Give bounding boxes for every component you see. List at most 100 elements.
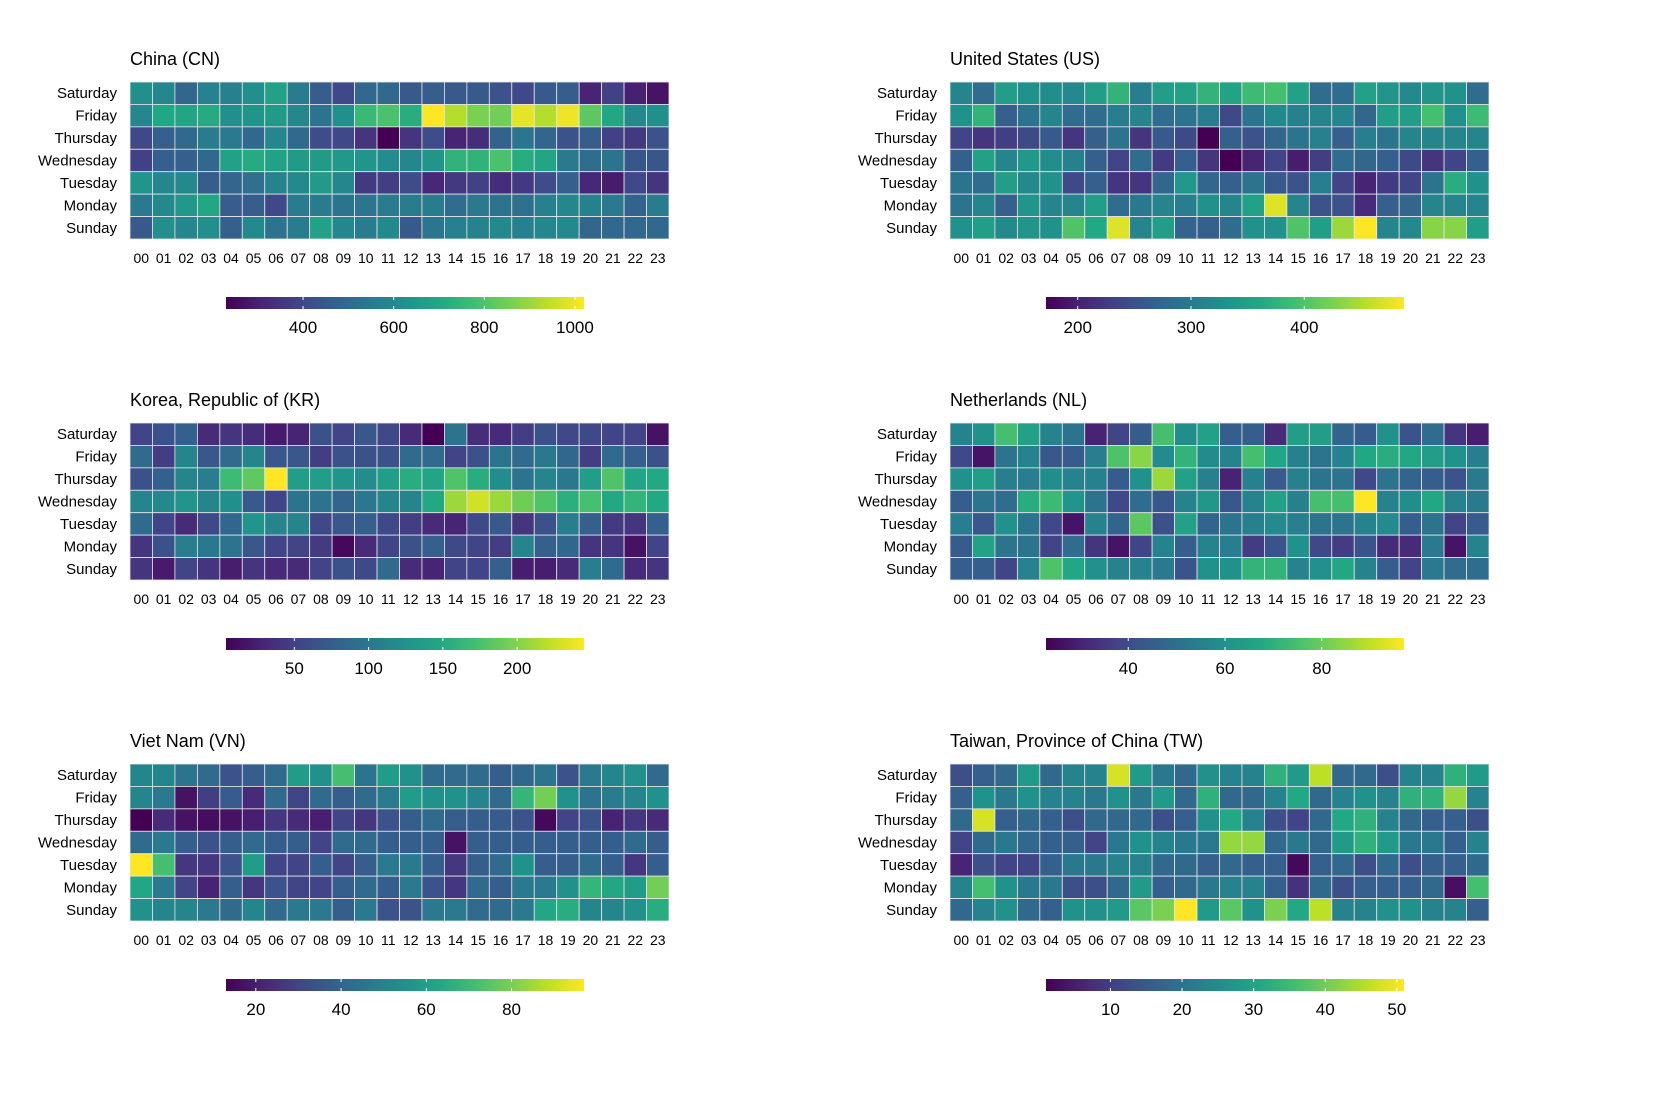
x-tick-label: 06 bbox=[268, 932, 284, 948]
heatmap-cell bbox=[1039, 557, 1063, 581]
heatmap-cell bbox=[399, 216, 423, 240]
heatmap-cell bbox=[466, 786, 490, 810]
heatmap-cell bbox=[1264, 216, 1288, 240]
x-tick-label: 21 bbox=[1425, 932, 1441, 948]
colorbar-tick-label: 400 bbox=[1290, 318, 1318, 337]
x-tick-label: 07 bbox=[1111, 932, 1127, 948]
heatmap-cell bbox=[152, 467, 176, 491]
colorbar-tick-label: 1000 bbox=[556, 318, 594, 337]
heatmap-cell bbox=[219, 853, 243, 877]
heatmap-cell bbox=[1241, 763, 1265, 787]
x-tick-label: 20 bbox=[1403, 591, 1419, 607]
heatmap-cell bbox=[511, 853, 535, 877]
heatmap-cell bbox=[1286, 808, 1310, 832]
heatmap-cell bbox=[466, 148, 490, 173]
heatmap-cell bbox=[556, 853, 580, 877]
heatmap-cell bbox=[1443, 534, 1467, 558]
y-tick-label: Tuesday bbox=[60, 516, 117, 533]
heatmap-cell bbox=[1129, 786, 1153, 810]
heatmap-cell bbox=[1084, 104, 1108, 128]
heatmap-cell bbox=[994, 104, 1018, 128]
x-tick-label: 01 bbox=[156, 250, 172, 266]
y-tick-label: Saturday bbox=[877, 426, 938, 443]
heatmap-cell bbox=[1398, 216, 1423, 240]
x-tick-label: 09 bbox=[336, 932, 352, 948]
heatmap-cell bbox=[1174, 193, 1198, 217]
heatmap-cell bbox=[331, 104, 355, 128]
heatmap-cell bbox=[219, 216, 243, 240]
x-tick-label: 17 bbox=[515, 591, 531, 607]
heatmap-cell bbox=[1196, 853, 1220, 877]
heatmap-cell bbox=[129, 216, 153, 240]
x-tick-label: 20 bbox=[583, 591, 599, 607]
heatmap-cell bbox=[152, 489, 176, 514]
heatmap-cell bbox=[1286, 534, 1310, 558]
heatmap-cell bbox=[129, 808, 153, 832]
y-tick-label: Friday bbox=[75, 790, 117, 807]
heatmap-cell bbox=[309, 422, 333, 446]
heatmap-cell bbox=[1421, 898, 1445, 922]
heatmap-cell bbox=[174, 786, 198, 810]
heatmap-cell bbox=[1151, 512, 1175, 536]
heatmap-cell bbox=[152, 148, 176, 173]
y-tick-label: Monday bbox=[884, 879, 938, 896]
x-tick-label: 19 bbox=[560, 250, 576, 266]
heatmap-cell bbox=[1084, 808, 1108, 832]
heatmap-cell bbox=[994, 467, 1018, 491]
heatmap-cell bbox=[533, 875, 558, 899]
heatmap-cell bbox=[556, 763, 580, 787]
heatmap-cell bbox=[1016, 875, 1041, 899]
y-tick-label: Tuesday bbox=[60, 175, 117, 192]
x-tick-label: 16 bbox=[1313, 932, 1329, 948]
heatmap-cell bbox=[286, 898, 311, 922]
x-tick-label: 10 bbox=[1178, 591, 1194, 607]
heatmap-cell bbox=[623, 853, 647, 877]
heatmap-cell bbox=[1219, 81, 1243, 105]
heatmap-cell bbox=[1016, 422, 1041, 446]
heatmap-cell bbox=[196, 786, 221, 810]
heatmap-cell bbox=[1039, 875, 1063, 899]
heatmap-cell bbox=[399, 81, 423, 105]
heatmap-cell bbox=[376, 853, 400, 877]
heatmap-cell bbox=[1286, 171, 1310, 195]
heatmap-cell bbox=[241, 467, 266, 491]
heatmap-cell bbox=[196, 216, 221, 240]
heatmap-cell bbox=[1151, 445, 1175, 469]
heatmap-cell bbox=[399, 126, 423, 150]
heatmap-cell bbox=[286, 808, 311, 832]
heatmap-cell bbox=[1376, 422, 1400, 446]
heatmap-cell bbox=[399, 148, 423, 173]
heatmap-cell bbox=[556, 148, 580, 173]
heatmap-cell bbox=[309, 216, 333, 240]
x-tick-label: 12 bbox=[1223, 932, 1239, 948]
x-tick-label: 13 bbox=[1245, 250, 1261, 266]
heatmap-cell bbox=[646, 557, 670, 581]
heatmap-cell bbox=[1174, 557, 1198, 581]
heatmap-cell bbox=[1466, 104, 1490, 128]
heatmap-cell bbox=[511, 898, 535, 922]
heatmap-cell bbox=[601, 104, 625, 128]
heatmap-cell bbox=[556, 898, 580, 922]
heatmap-cell bbox=[623, 875, 647, 899]
heatmap-cell bbox=[1039, 148, 1063, 173]
heatmap-cell bbox=[994, 81, 1018, 105]
heatmap-cell bbox=[1398, 171, 1423, 195]
x-tick-label: 16 bbox=[493, 932, 509, 948]
heatmap-cell bbox=[309, 808, 333, 832]
heatmap-cell bbox=[1151, 148, 1175, 173]
y-tick-label: Monday bbox=[64, 879, 118, 896]
heatmap-cell bbox=[174, 422, 198, 446]
heatmap-cell bbox=[376, 898, 400, 922]
heatmap-cell bbox=[1129, 467, 1153, 491]
heatmap-cell bbox=[466, 126, 490, 150]
heatmap-cell bbox=[331, 467, 355, 491]
heatmap-cell bbox=[1398, 534, 1423, 558]
heatmap-cell bbox=[1376, 763, 1400, 787]
chart-title: Taiwan, Province of China (TW) bbox=[950, 731, 1203, 751]
x-tick-label: 12 bbox=[403, 250, 419, 266]
heatmap-cell bbox=[1331, 489, 1355, 514]
heatmap-cell bbox=[1129, 422, 1153, 446]
heatmap-cell bbox=[1398, 557, 1423, 581]
heatmap-cell bbox=[556, 467, 580, 491]
heatmap-cell bbox=[1443, 875, 1467, 899]
